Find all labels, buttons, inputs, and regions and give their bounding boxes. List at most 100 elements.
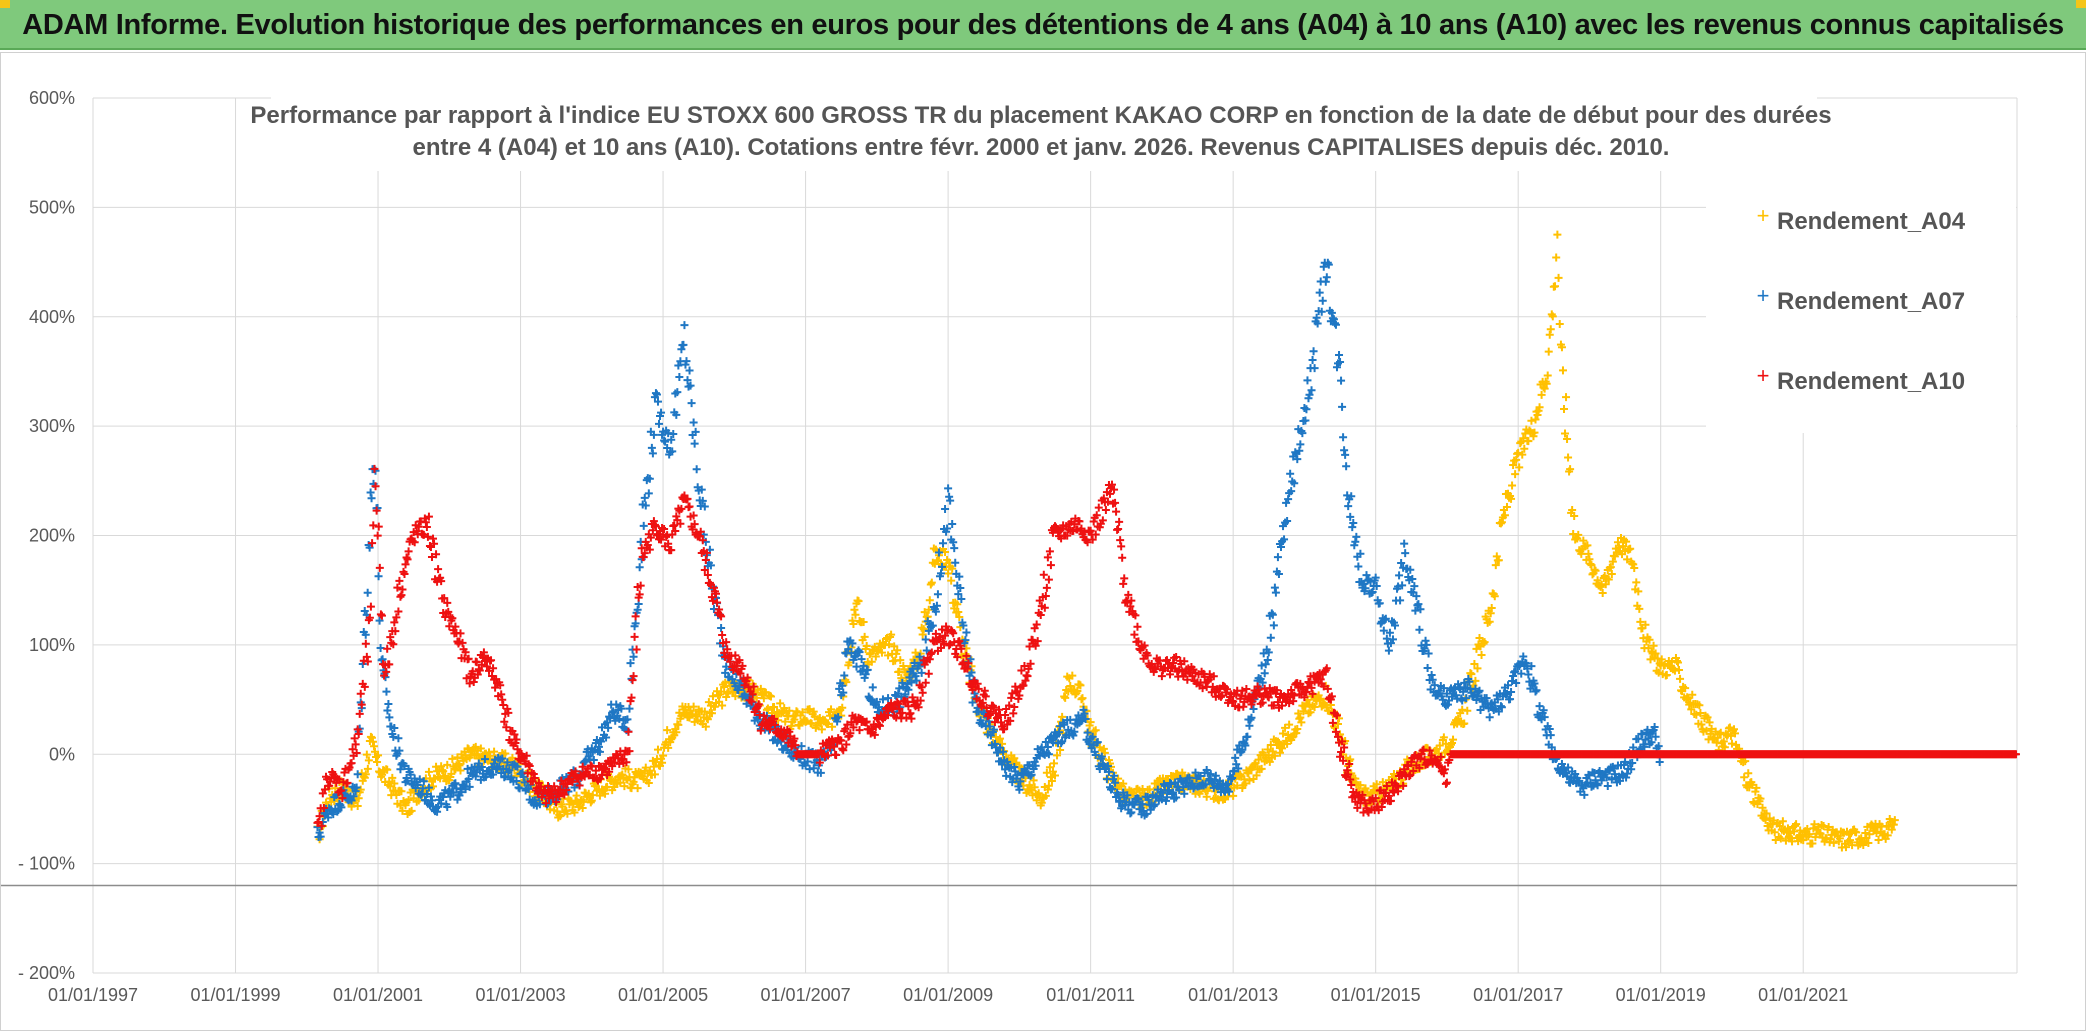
data-point (959, 621, 968, 630)
data-point (645, 766, 654, 775)
data-point (419, 777, 428, 786)
data-point (1641, 620, 1650, 629)
data-points-layer (313, 230, 2020, 852)
data-point (397, 787, 406, 796)
data-point (639, 521, 648, 530)
data-point (1662, 670, 1671, 679)
data-point (1202, 792, 1211, 801)
data-point (388, 773, 397, 782)
data-point (912, 676, 921, 685)
data-point (1283, 739, 1292, 748)
data-point (645, 474, 654, 483)
y-tick-label: 100% (29, 635, 75, 655)
data-point (349, 792, 358, 801)
data-point (1043, 743, 1052, 752)
data-point (1651, 649, 1660, 658)
data-point (867, 657, 876, 666)
data-point (756, 726, 765, 735)
data-point (911, 672, 920, 681)
data-point (507, 773, 516, 782)
data-point (1527, 416, 1536, 425)
x-tick-label: 01/01/2019 (1616, 985, 1706, 1005)
data-point (1015, 785, 1024, 794)
data-point (895, 684, 904, 693)
data-point (854, 597, 863, 606)
y-tick-label: 200% (29, 526, 75, 546)
data-point (581, 757, 590, 766)
corner-accent-left (0, 0, 10, 8)
data-point (1056, 746, 1065, 755)
data-point (1570, 511, 1579, 520)
data-point (374, 522, 383, 531)
data-point (1619, 542, 1628, 551)
data-point (906, 709, 915, 718)
data-point (1031, 761, 1040, 770)
data-point (1158, 788, 1167, 797)
data-point (896, 656, 905, 665)
data-point (1003, 757, 1012, 766)
data-point (904, 685, 913, 694)
data-point (362, 750, 371, 759)
data-point (453, 795, 462, 804)
data-point (347, 796, 356, 805)
data-point (1034, 789, 1043, 798)
data-point (1751, 787, 1760, 796)
grid-layer (1, 97, 2018, 974)
data-point (1577, 549, 1586, 558)
data-point (1384, 646, 1393, 655)
data-point (682, 357, 691, 366)
data-point (400, 762, 409, 771)
data-point (356, 689, 365, 698)
data-point (753, 715, 762, 724)
data-point (1108, 784, 1117, 793)
data-point (850, 605, 859, 614)
data-point (1152, 784, 1161, 793)
data-point (1049, 759, 1058, 768)
data-point (657, 408, 666, 417)
data-point (862, 642, 871, 651)
data-point (1354, 562, 1363, 571)
data-point (457, 788, 466, 797)
data-point (798, 708, 807, 717)
data-point (1337, 376, 1346, 385)
data-point (1263, 745, 1272, 754)
data-point (1162, 793, 1171, 802)
data-point (375, 616, 384, 625)
data-point (439, 767, 448, 776)
data-point (1232, 760, 1241, 769)
data-point (1442, 778, 1451, 787)
data-point (1883, 831, 1892, 840)
data-point (329, 810, 338, 819)
x-tick-label: 01/01/2005 (618, 985, 708, 1005)
data-point (685, 366, 694, 375)
data-point (1129, 789, 1138, 798)
data-point (1112, 507, 1121, 516)
data-point (1542, 379, 1551, 388)
data-point (687, 399, 696, 408)
data-point (570, 808, 579, 817)
data-point (476, 744, 485, 753)
data-point (433, 807, 442, 816)
data-point (437, 762, 446, 771)
data-point (1546, 731, 1555, 740)
data-point (448, 754, 457, 763)
data-point (1078, 694, 1087, 703)
data-point (1808, 839, 1817, 848)
data-point (985, 722, 994, 731)
data-point (953, 600, 962, 609)
data-point (464, 775, 473, 784)
data-point (1045, 763, 1054, 772)
data-point (998, 760, 1007, 769)
data-point (700, 707, 709, 716)
data-point (367, 494, 376, 503)
data-point (901, 690, 910, 699)
data-point (1688, 690, 1697, 699)
data-point (1470, 659, 1479, 668)
data-point (404, 795, 413, 804)
data-point (1730, 725, 1738, 734)
data-point (1245, 721, 1254, 730)
data-point (1494, 556, 1503, 565)
data-point (1537, 390, 1546, 399)
data-point (832, 751, 841, 760)
data-point (424, 767, 433, 776)
